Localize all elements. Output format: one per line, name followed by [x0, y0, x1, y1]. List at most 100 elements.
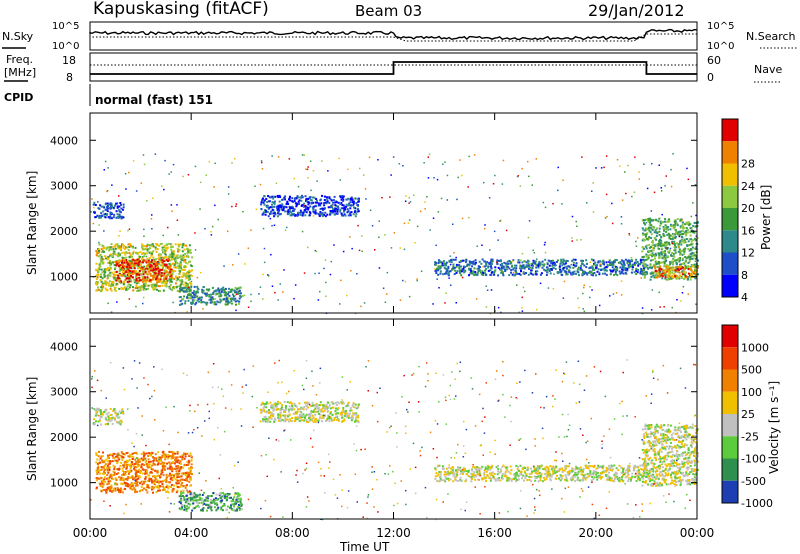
heatmap-cell — [649, 231, 652, 234]
heatmap-cell — [179, 286, 182, 289]
heatmap-cell — [156, 244, 159, 247]
heatmap-cell — [187, 297, 190, 300]
heatmap-cell — [468, 155, 470, 158]
heatmap-cell — [117, 472, 120, 475]
heatmap-cell — [161, 467, 164, 470]
heatmap-cell — [332, 402, 335, 405]
heatmap-cell — [183, 457, 186, 460]
heatmap-cell — [689, 274, 692, 277]
heatmap-cell — [136, 463, 139, 466]
freq-tick-high: 18 — [62, 54, 76, 67]
heatmap-cell — [117, 247, 120, 250]
heatmap-cell — [590, 271, 593, 274]
heatmap-cell — [333, 195, 336, 198]
heatmap-cell — [357, 224, 359, 227]
heatmap-cell — [194, 291, 197, 294]
heatmap-cell — [589, 266, 592, 269]
heatmap-cell — [120, 451, 123, 454]
heatmap-cell — [276, 194, 279, 197]
heatmap-cell — [324, 215, 327, 218]
heatmap-cell — [150, 264, 153, 267]
heatmap-cell — [158, 280, 161, 283]
heatmap-cell — [674, 249, 677, 252]
heatmap-cell — [160, 272, 163, 274]
heatmap-cell — [305, 168, 307, 170]
heatmap-cell — [109, 205, 112, 208]
heatmap-cell — [645, 228, 648, 230]
heatmap-cell — [102, 245, 105, 247]
heatmap-cell — [267, 410, 270, 413]
heatmap-cell — [95, 461, 98, 464]
heatmap-cell — [361, 235, 363, 237]
heatmap-cell — [551, 264, 554, 267]
heatmap-cell — [321, 420, 324, 423]
heatmap-cell — [125, 288, 127, 291]
heatmap-cell — [663, 255, 666, 258]
heatmap-cell — [386, 271, 389, 274]
heatmap-cell — [532, 273, 535, 276]
heatmap-cell — [176, 489, 179, 492]
heatmap-cell — [119, 489, 122, 492]
heatmap-cell — [662, 235, 665, 238]
heatmap-cell — [157, 262, 160, 265]
heatmap-cell — [137, 263, 140, 266]
heatmap-cell — [656, 265, 659, 268]
heatmap-cell — [646, 264, 649, 267]
colorbar-tick-label: 8 — [741, 269, 748, 282]
heatmap-cell — [187, 286, 190, 289]
heatmap-cell — [96, 283, 99, 285]
heatmap-cell — [581, 273, 584, 276]
heatmap-cell — [291, 205, 294, 208]
heatmap-cell — [692, 231, 694, 234]
heatmap-cell — [213, 186, 215, 188]
heatmap-cell — [110, 486, 113, 489]
heatmap-cell — [639, 263, 642, 266]
heatmap-cell — [159, 243, 162, 245]
heatmap-cell — [142, 268, 145, 271]
heatmap-cell — [95, 262, 98, 265]
heatmap-cell — [297, 211, 300, 214]
heatmap-cell — [187, 473, 190, 476]
heatmap-cell — [342, 214, 345, 217]
heatmap-cell — [683, 262, 685, 265]
heatmap-cell — [101, 472, 104, 475]
heatmap-cell — [653, 276, 656, 279]
heatmap-cell — [161, 265, 164, 268]
heatmap-cell — [686, 223, 689, 226]
heatmap-cell — [113, 204, 116, 207]
heatmap-cell — [653, 257, 656, 260]
heatmap-cell — [213, 301, 216, 304]
heatmap-cell — [487, 266, 490, 269]
heatmap-cell — [118, 416, 121, 419]
heatmap-cell — [626, 268, 629, 270]
heatmap-cell — [303, 406, 306, 409]
heatmap-cell — [389, 196, 391, 198]
heatmap-cell — [408, 295, 411, 298]
heatmap-cell — [95, 275, 98, 278]
heatmap-cell — [307, 246, 309, 249]
heatmap-cell — [261, 168, 264, 170]
heatmap-cell — [174, 282, 177, 285]
heatmap-cell — [665, 244, 668, 247]
heatmap-cell — [544, 241, 546, 244]
heatmap-cell — [259, 286, 262, 288]
heatmap-cell — [559, 262, 562, 265]
heatmap-cell — [114, 410, 117, 413]
heatmap-cell — [134, 488, 137, 491]
heatmap-cell — [111, 206, 114, 208]
heatmap-cell — [113, 278, 116, 281]
heatmap-cell — [161, 469, 164, 472]
heatmap-cell — [672, 275, 675, 278]
heatmap-cell — [180, 454, 183, 457]
heatmap-cell — [489, 249, 491, 251]
heatmap-cell — [509, 260, 512, 263]
heatmap-cell — [155, 251, 158, 253]
heatmap-cell — [458, 271, 461, 274]
heatmap-cell — [127, 463, 130, 466]
heatmap-cell — [179, 287, 181, 290]
freq-trace — [90, 61, 697, 75]
heatmap-cell — [577, 297, 579, 300]
heatmap-cell — [502, 265, 505, 268]
heatmap-cell — [453, 266, 456, 269]
heatmap-cell — [190, 459, 193, 462]
